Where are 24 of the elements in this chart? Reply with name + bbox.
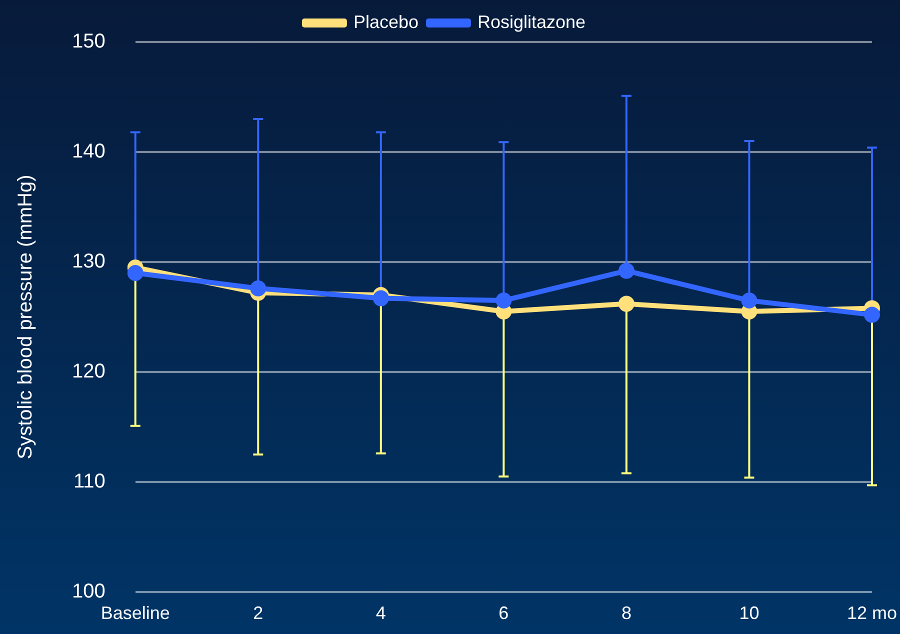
y-axis-title: Systolic blood pressure (mmHg) xyxy=(14,174,37,460)
point xyxy=(127,265,144,281)
x-tick-label: Baseline xyxy=(100,602,170,623)
point xyxy=(496,292,512,308)
legend-label: Placebo xyxy=(353,12,419,32)
x-tick-label: 8 xyxy=(621,602,632,623)
x-tick-label: 4 xyxy=(376,602,386,623)
point xyxy=(618,296,634,312)
point xyxy=(864,306,880,323)
point xyxy=(741,292,758,308)
x-tick-label: 10 xyxy=(739,602,760,623)
point xyxy=(372,290,389,306)
y-tick-label: 130 xyxy=(72,250,106,273)
point xyxy=(618,262,634,279)
y-tick-label: 110 xyxy=(73,470,106,493)
x-tick-label: 6 xyxy=(498,602,509,623)
y-tick-label: 100 xyxy=(72,580,106,603)
x-tick-label: 2 xyxy=(253,602,264,623)
y-tick-label: 140 xyxy=(72,140,106,163)
point xyxy=(250,280,266,296)
legend-label: Rosiglitazone xyxy=(477,12,586,32)
y-tick-label: 120 xyxy=(72,360,106,383)
y-tick-label: 150 xyxy=(72,30,106,53)
x-tick-label: 12 mo xyxy=(846,602,897,623)
